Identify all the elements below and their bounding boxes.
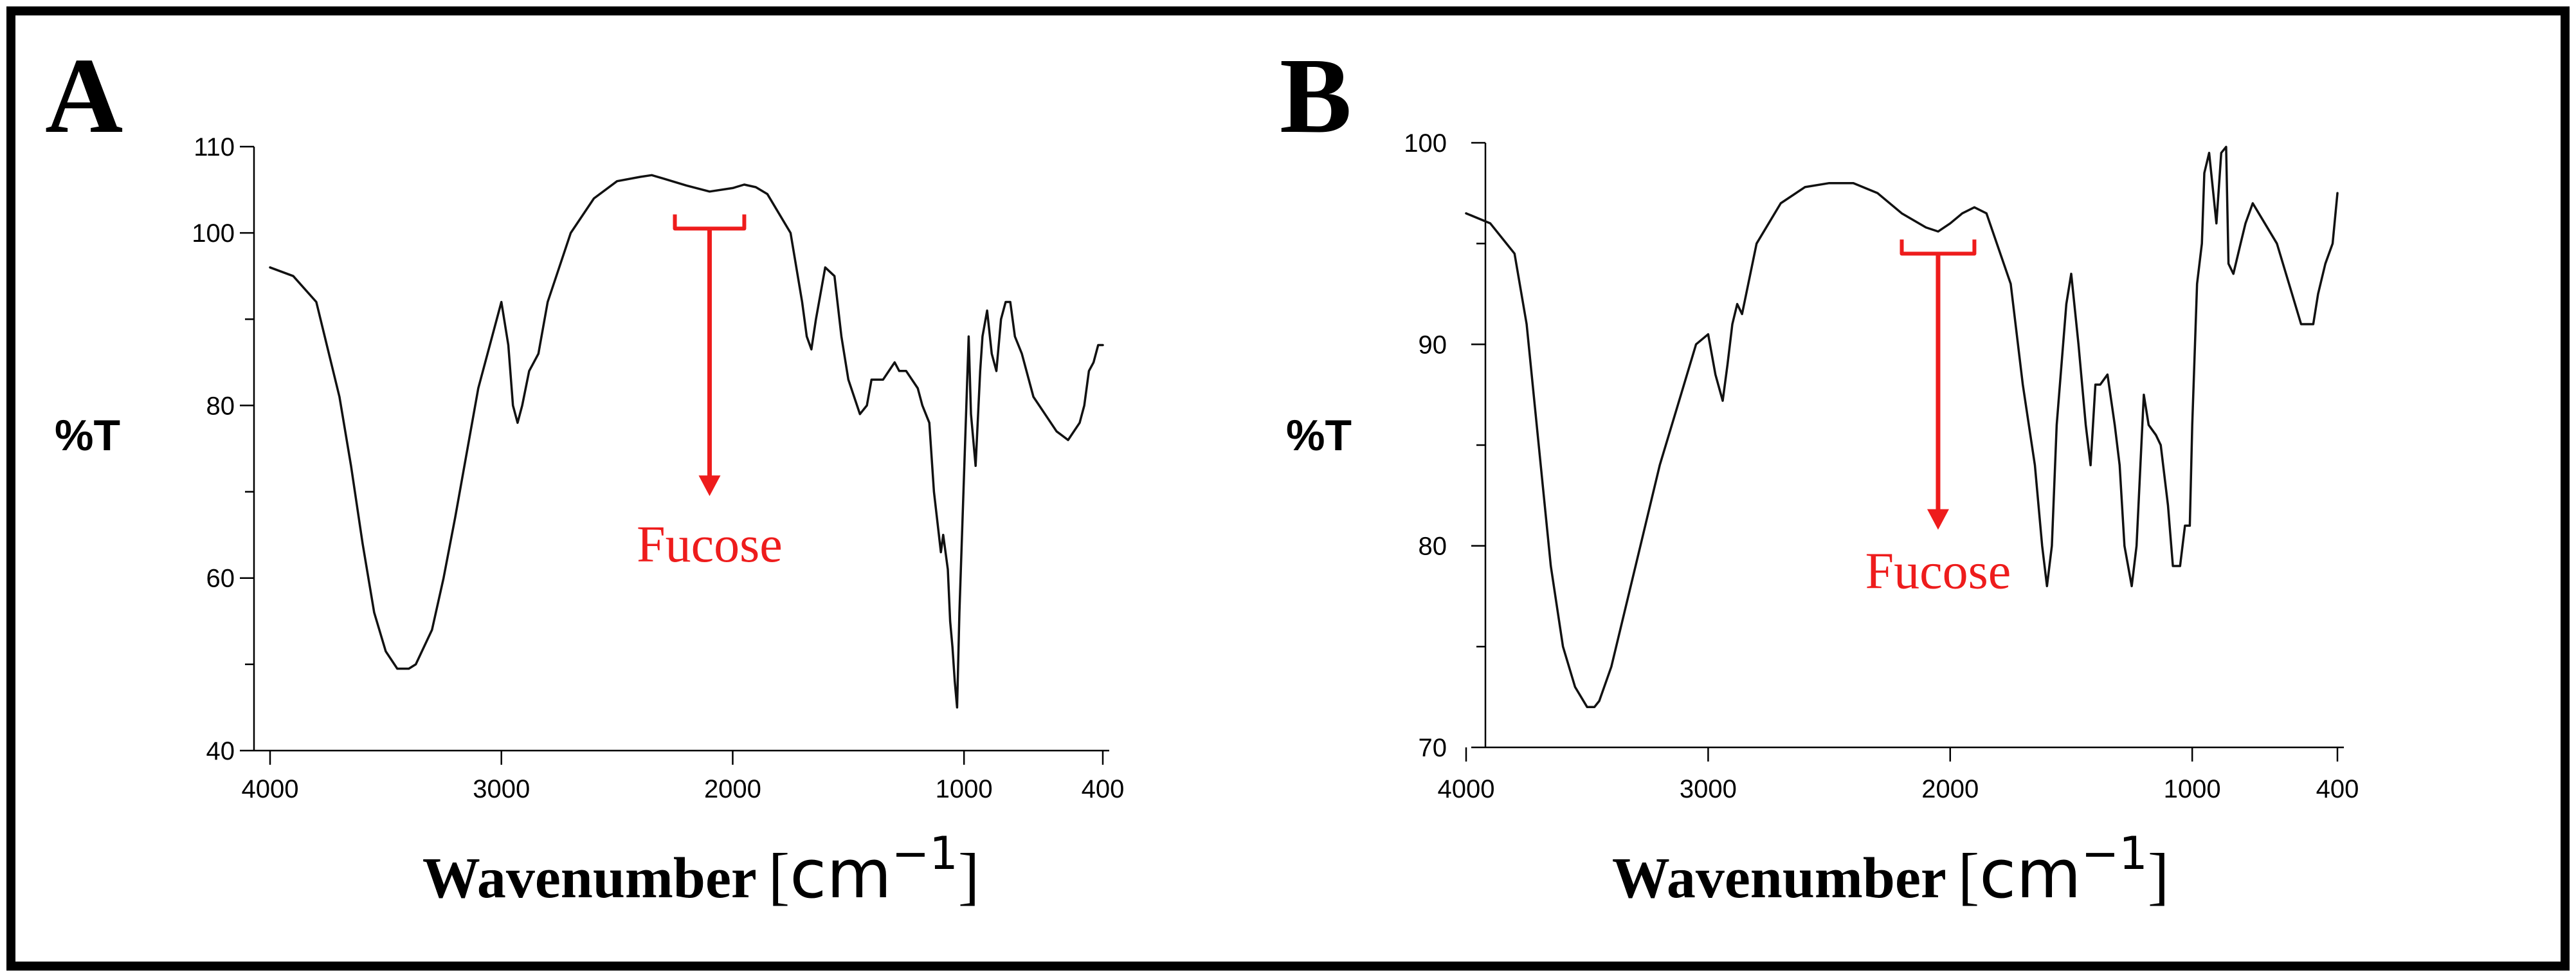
x-axis-unit-b: cm <box>1979 835 2082 913</box>
x-tick-label-b: 2000 <box>1921 775 1979 803</box>
x-axis-label-text-b: Wavenumber <box>1612 846 1946 910</box>
x-axis-unit-open-bracket-b: [ <box>1958 840 1979 911</box>
x-axis-unit-close-bracket-b: ] <box>2148 840 2169 911</box>
x-axis-label-text-a: Wavenumber <box>422 846 757 910</box>
x-tick-label-a: 1000 <box>936 775 993 803</box>
x-tick-label-a: 4000 <box>242 775 299 803</box>
panel-a: A %T Wavenumber [cm−1] 40 60 80 100 110 4000 30… <box>45 36 1124 913</box>
y-axis-label-b: %T <box>1286 411 1352 460</box>
panel-letter-b: B <box>1280 36 1352 156</box>
x-tick-label-b: 1000 <box>2164 775 2221 803</box>
y-tick-label-b: 100 <box>1404 129 1447 158</box>
y-tick-label-a: 60 <box>206 565 235 593</box>
x-axis-unit-a: cm <box>790 835 892 913</box>
x-axis-label-b: Wavenumber [cm−1] <box>1612 827 2169 913</box>
y-tick-label-a: 80 <box>206 392 235 420</box>
panel-letter-a: A <box>45 36 123 156</box>
fucose-arrow-head-a <box>698 475 721 497</box>
x-tick-label-a: 2000 <box>704 775 761 803</box>
y-tick-label-a: 40 <box>206 737 235 765</box>
y-tick-label-a: 110 <box>194 133 235 161</box>
x-axis-unit-exponent-a: −1 <box>892 827 958 880</box>
y-tick-label-b: 80 <box>1419 533 1447 561</box>
y-tick-label-b: 90 <box>1419 331 1447 359</box>
y-axis-label-a: %T <box>55 411 120 460</box>
x-tick-label-b: 4000 <box>1438 775 1495 803</box>
y-tick-label-b: 70 <box>1419 734 1447 762</box>
x-tick-label-a: 400 <box>1082 775 1125 803</box>
x-tick-label-b: 3000 <box>1680 775 1737 803</box>
x-axis-unit-close-bracket-a: ] <box>958 840 979 911</box>
y-tick-label-a: 100 <box>192 219 235 248</box>
fucose-bracket-b <box>1900 239 1977 256</box>
fucose-arrow-head-b <box>1927 509 1949 530</box>
panel-b: B %T Wavenumber [cm−1] 70 80 90 100 4000 3000 2… <box>1280 36 2359 913</box>
spectrum-line-b <box>1465 145 2339 709</box>
fucose-label-a: Fucose <box>637 516 783 573</box>
x-axis-label-a: Wavenumber [cm−1] <box>422 827 979 913</box>
x-tick-label-a: 3000 <box>473 775 530 803</box>
x-axis-unit-exponent-b: −1 <box>2082 827 2148 880</box>
x-axis-unit-open-bracket-a: [ <box>768 840 790 911</box>
fucose-label-b: Fucose <box>1865 543 2011 599</box>
spectrum-line-a <box>269 174 1104 709</box>
x-tick-label-b: 400 <box>2316 775 2359 803</box>
